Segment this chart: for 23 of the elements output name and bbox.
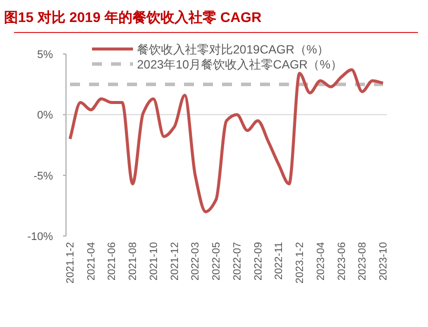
- y-tick-label: 0%: [37, 110, 54, 122]
- legend-label: 2023年10月餐饮收入社零CAGR（%）: [137, 58, 342, 72]
- x-tick-label: 2022-11: [273, 242, 286, 280]
- legend-label: 餐饮收入社零对比2019CAGR（%）: [137, 42, 330, 56]
- x-tick-label: 2021.1-2: [64, 242, 76, 284]
- y-tick-label: -10%: [27, 231, 54, 243]
- chart-title: 图15 对比 2019 年的餐饮收入社零 CAGR: [4, 9, 262, 25]
- x-tick-label: 2022-05: [210, 242, 223, 281]
- x-tick-label: 2023-06: [336, 242, 348, 281]
- x-tick-label: 2021-12: [168, 242, 181, 281]
- x-tick-label: 2022-09: [252, 242, 264, 281]
- x-tick-label: 2023-08: [356, 242, 369, 281]
- x-tick-label: 2022-07: [231, 242, 244, 281]
- x-tick-label: 2021-08: [127, 242, 140, 281]
- x-tick-label: 2022-03: [190, 242, 202, 281]
- x-tick-label: 2021-06: [106, 242, 118, 281]
- y-tick-label: -5%: [33, 170, 54, 182]
- y-tick-label: 5%: [37, 49, 54, 61]
- x-tick-label: 2023.1-2: [294, 242, 306, 284]
- x-tick-label: 2021-10: [148, 242, 160, 281]
- x-tick-label: 2021-04: [85, 242, 98, 281]
- x-tick-label: 2023-04: [314, 242, 327, 281]
- x-tick-label: 2023-10: [378, 242, 390, 281]
